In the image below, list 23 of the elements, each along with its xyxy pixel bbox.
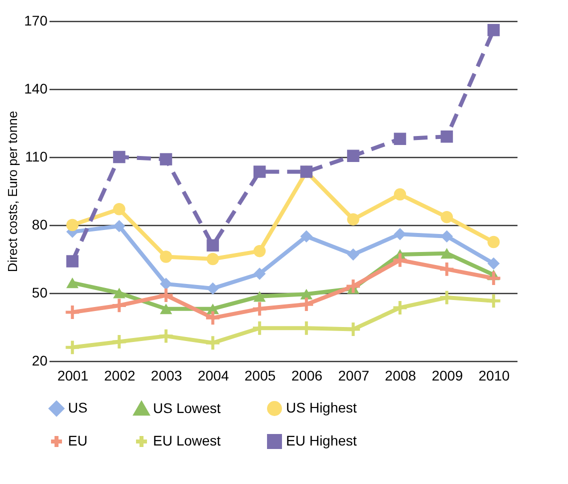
legend-label: EU Lowest	[153, 432, 221, 448]
y-axis-title: Direct costs, Euro per tonne	[5, 110, 20, 272]
y-tick-label: 140	[24, 80, 48, 96]
y-tick-label: 170	[24, 12, 48, 28]
x-tick-label: 2004	[198, 368, 230, 384]
x-tick-label: 2003	[150, 368, 182, 384]
y-tick-label: 80	[32, 216, 48, 232]
x-tick-label: 2005	[244, 368, 276, 384]
legend-label: EU Highest	[286, 432, 357, 448]
x-tick-label: 2001	[57, 368, 89, 384]
legend-label: US Lowest	[153, 400, 221, 416]
x-tick-label: 2008	[384, 368, 416, 384]
legend-label: US	[68, 400, 88, 416]
legend-label: EU	[68, 432, 88, 448]
x-tick-label: 2002	[104, 368, 136, 384]
y-tick-label: 20	[32, 352, 48, 368]
y-tick-label: 110	[25, 148, 48, 164]
x-tick-label: 2007	[338, 368, 370, 384]
x-tick-label: 2009	[432, 368, 464, 384]
x-tick-label: 2006	[291, 368, 323, 384]
x-tick-label: 2010	[478, 368, 510, 384]
legend-label: US Highest	[286, 400, 357, 416]
y-tick-label: 50	[32, 284, 48, 300]
